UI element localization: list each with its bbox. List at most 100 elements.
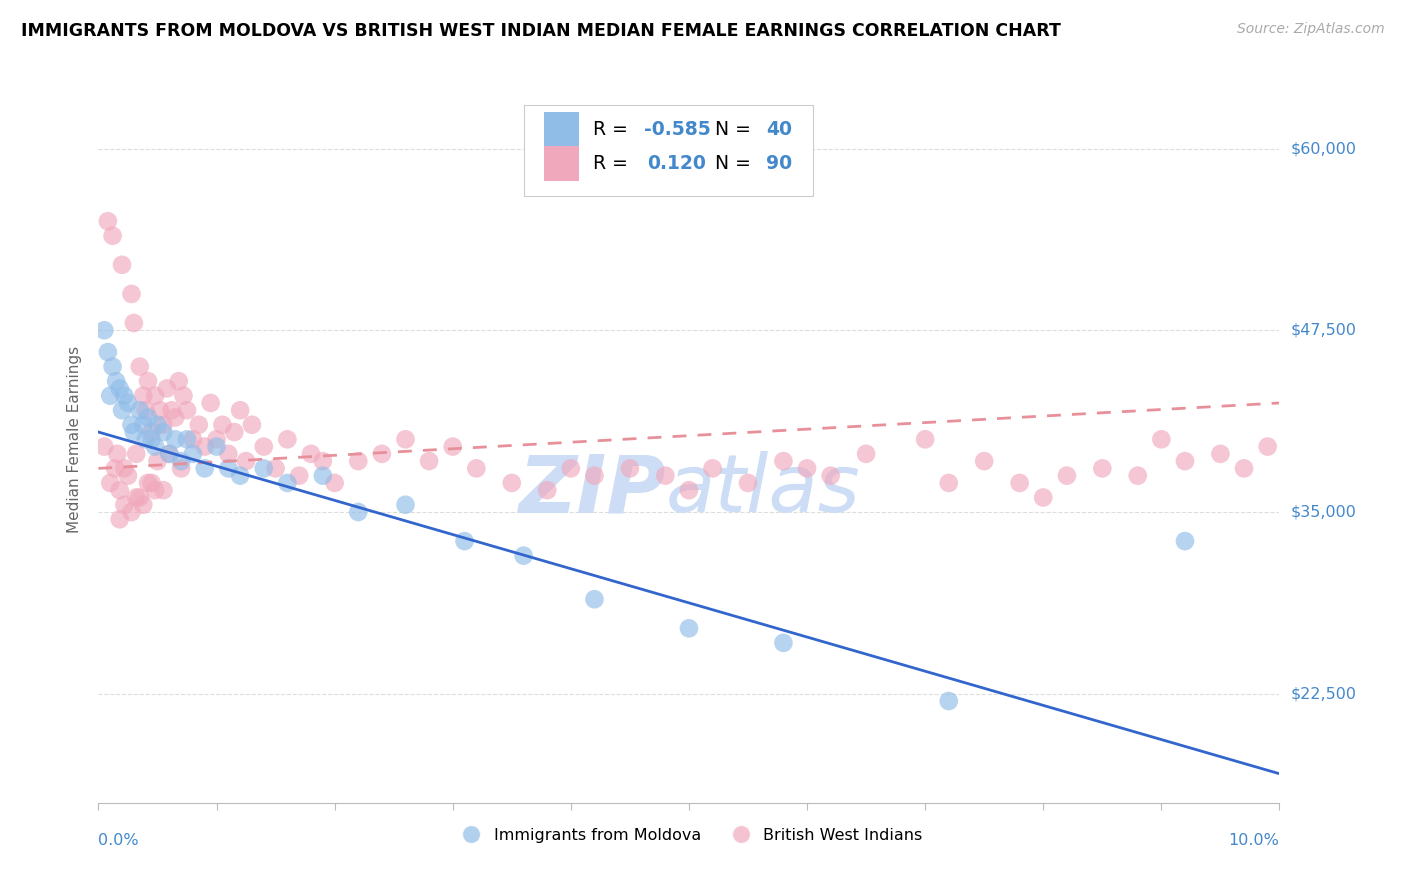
Point bbox=[702, 461, 724, 475]
Point bbox=[143, 389, 166, 403]
Point bbox=[229, 468, 252, 483]
Point bbox=[172, 389, 194, 403]
Point bbox=[1174, 534, 1197, 549]
Point bbox=[453, 534, 475, 549]
Text: IMMIGRANTS FROM MOLDOVA VS BRITISH WEST INDIAN MEDIAN FEMALE EARNINGS CORRELATIO: IMMIGRANTS FROM MOLDOVA VS BRITISH WEST … bbox=[21, 22, 1062, 40]
Point bbox=[1257, 440, 1279, 454]
Text: -0.585: -0.585 bbox=[644, 120, 711, 139]
Point bbox=[1056, 468, 1078, 483]
Point bbox=[560, 461, 582, 475]
Point bbox=[312, 468, 335, 483]
Point bbox=[1174, 454, 1197, 468]
Point bbox=[796, 461, 818, 475]
Point bbox=[737, 475, 759, 490]
Point bbox=[235, 454, 257, 468]
Point bbox=[136, 475, 159, 490]
Point bbox=[141, 475, 163, 490]
Point bbox=[371, 447, 394, 461]
Point bbox=[143, 483, 166, 498]
Point bbox=[128, 491, 150, 505]
Text: R =: R = bbox=[593, 154, 634, 173]
Point bbox=[141, 432, 163, 446]
Point bbox=[165, 410, 187, 425]
Point bbox=[97, 345, 120, 359]
Point bbox=[855, 447, 877, 461]
Text: $47,500: $47,500 bbox=[1291, 323, 1357, 338]
Point bbox=[157, 447, 180, 461]
Point bbox=[176, 432, 198, 446]
FancyBboxPatch shape bbox=[523, 105, 813, 195]
Point bbox=[820, 468, 842, 483]
Point bbox=[323, 475, 346, 490]
Point bbox=[128, 359, 150, 374]
Point bbox=[112, 461, 135, 475]
Point bbox=[101, 359, 124, 374]
Point bbox=[200, 396, 222, 410]
Point bbox=[205, 440, 228, 454]
Point bbox=[108, 381, 131, 395]
Point bbox=[122, 316, 145, 330]
Point bbox=[441, 440, 464, 454]
Point bbox=[157, 447, 180, 461]
Point bbox=[101, 228, 124, 243]
Text: atlas: atlas bbox=[665, 451, 860, 529]
Legend: Immigrants from Moldova, British West Indians: Immigrants from Moldova, British West In… bbox=[449, 822, 929, 849]
Point bbox=[187, 417, 209, 432]
Point bbox=[217, 461, 239, 475]
Text: $22,500: $22,500 bbox=[1291, 686, 1357, 701]
Point bbox=[619, 461, 641, 475]
Point bbox=[772, 454, 794, 468]
Point bbox=[224, 425, 246, 439]
Point bbox=[111, 258, 134, 272]
Point bbox=[121, 505, 143, 519]
Text: ZIP: ZIP bbox=[517, 451, 665, 529]
Y-axis label: Median Female Earnings: Median Female Earnings bbox=[67, 346, 83, 533]
Point bbox=[93, 440, 115, 454]
Point bbox=[105, 374, 128, 388]
Point bbox=[211, 417, 233, 432]
Point bbox=[181, 432, 204, 446]
Text: $60,000: $60,000 bbox=[1291, 141, 1357, 156]
Point bbox=[93, 323, 115, 337]
Point bbox=[136, 374, 159, 388]
Point bbox=[276, 475, 298, 490]
Point bbox=[152, 425, 174, 439]
Text: N =: N = bbox=[714, 120, 756, 139]
Point bbox=[583, 468, 606, 483]
Point bbox=[125, 491, 148, 505]
Point bbox=[121, 417, 143, 432]
Point bbox=[217, 447, 239, 461]
Point bbox=[194, 440, 217, 454]
Point bbox=[536, 483, 558, 498]
Point bbox=[170, 461, 193, 475]
Point bbox=[125, 447, 148, 461]
Point bbox=[112, 389, 135, 403]
Text: 90: 90 bbox=[766, 154, 792, 173]
Point bbox=[253, 440, 276, 454]
Text: Source: ZipAtlas.com: Source: ZipAtlas.com bbox=[1237, 22, 1385, 37]
Point bbox=[299, 447, 322, 461]
Point bbox=[394, 432, 416, 446]
Point bbox=[111, 403, 134, 417]
Point bbox=[347, 454, 370, 468]
Point bbox=[253, 461, 276, 475]
Point bbox=[135, 403, 157, 417]
FancyBboxPatch shape bbox=[544, 112, 579, 147]
Point bbox=[240, 417, 263, 432]
Point bbox=[1209, 447, 1232, 461]
FancyBboxPatch shape bbox=[544, 146, 579, 181]
Point bbox=[128, 403, 150, 417]
Point bbox=[176, 403, 198, 417]
Text: $35,000: $35,000 bbox=[1291, 505, 1357, 519]
Point bbox=[205, 432, 228, 446]
Point bbox=[121, 287, 143, 301]
Point bbox=[914, 432, 936, 446]
Point bbox=[112, 498, 135, 512]
Point bbox=[105, 447, 128, 461]
Point bbox=[132, 417, 155, 432]
Point bbox=[264, 461, 287, 475]
Point bbox=[98, 475, 121, 490]
Text: R =: R = bbox=[593, 120, 634, 139]
Point bbox=[122, 425, 145, 439]
Point bbox=[312, 454, 335, 468]
